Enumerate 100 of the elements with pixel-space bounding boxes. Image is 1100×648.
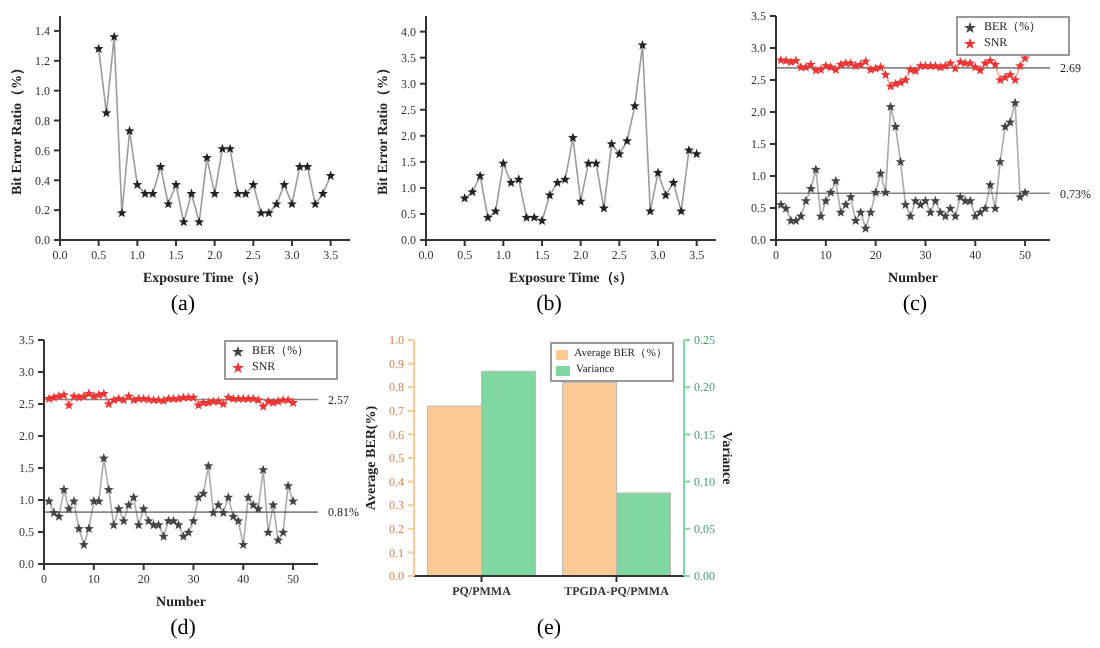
point — [218, 507, 229, 518]
point — [459, 193, 470, 203]
point — [194, 216, 205, 227]
point — [1015, 60, 1026, 71]
point — [955, 56, 966, 67]
point — [955, 191, 966, 202]
point — [273, 535, 284, 545]
point — [885, 101, 896, 112]
point — [248, 499, 259, 510]
point — [980, 203, 991, 213]
point — [63, 400, 74, 410]
point — [583, 158, 594, 168]
point — [258, 464, 269, 475]
point — [188, 515, 199, 526]
point — [880, 187, 891, 197]
point — [575, 196, 586, 206]
point — [98, 453, 109, 463]
point — [498, 158, 509, 168]
point — [805, 59, 816, 69]
point — [153, 519, 164, 530]
point — [467, 186, 478, 197]
point — [940, 211, 951, 221]
point — [83, 388, 94, 398]
point — [253, 503, 264, 514]
point — [225, 143, 236, 154]
point — [278, 527, 289, 537]
point — [781, 203, 791, 213]
point — [310, 198, 321, 209]
point — [54, 511, 64, 521]
point — [243, 492, 254, 502]
point — [815, 211, 826, 221]
point — [83, 523, 94, 534]
point — [845, 191, 856, 202]
point — [208, 507, 219, 518]
point — [567, 132, 578, 143]
point — [965, 195, 976, 206]
point — [124, 125, 135, 136]
point — [925, 207, 936, 217]
point — [178, 216, 189, 227]
point — [790, 55, 801, 66]
point — [238, 539, 249, 550]
point — [935, 207, 946, 217]
point — [950, 211, 961, 221]
text: (d) — [168, 616, 198, 642]
point — [800, 195, 811, 206]
point — [155, 161, 166, 172]
point — [865, 207, 876, 217]
text: (a) — [168, 292, 198, 318]
point — [103, 484, 114, 494]
point — [1005, 117, 1016, 127]
text: (e) — [534, 616, 564, 642]
point — [776, 199, 786, 210]
point — [920, 195, 931, 206]
point — [103, 398, 114, 409]
point — [1020, 187, 1031, 197]
point — [178, 531, 189, 541]
point — [805, 183, 816, 194]
point — [825, 187, 836, 197]
point — [875, 62, 886, 72]
point — [283, 394, 294, 405]
point — [63, 503, 74, 514]
point — [930, 195, 941, 206]
point — [78, 539, 89, 550]
point — [880, 69, 891, 80]
point — [990, 59, 1001, 69]
point — [213, 499, 224, 510]
point — [606, 138, 617, 149]
point — [890, 121, 901, 131]
point — [990, 203, 1001, 213]
point — [490, 206, 501, 216]
point — [850, 215, 861, 226]
point — [133, 519, 144, 530]
point — [168, 515, 179, 526]
point — [653, 167, 663, 178]
point — [676, 206, 687, 216]
point — [44, 496, 54, 506]
point — [860, 56, 871, 66]
point — [552, 177, 563, 187]
point — [910, 195, 921, 206]
point — [232, 188, 243, 198]
point — [294, 161, 305, 172]
point — [143, 515, 154, 526]
point — [870, 187, 881, 197]
point — [203, 460, 214, 471]
point — [256, 207, 267, 218]
point — [860, 223, 871, 233]
point — [795, 211, 806, 221]
point — [268, 499, 279, 510]
text: (b) — [534, 292, 564, 318]
point — [118, 515, 129, 526]
point — [186, 188, 197, 198]
point — [317, 188, 328, 198]
point — [506, 177, 517, 187]
point — [840, 199, 851, 210]
point — [995, 156, 1006, 167]
point — [123, 499, 134, 510]
point — [985, 179, 996, 190]
point — [193, 492, 204, 502]
point — [915, 199, 926, 210]
point — [128, 492, 139, 502]
